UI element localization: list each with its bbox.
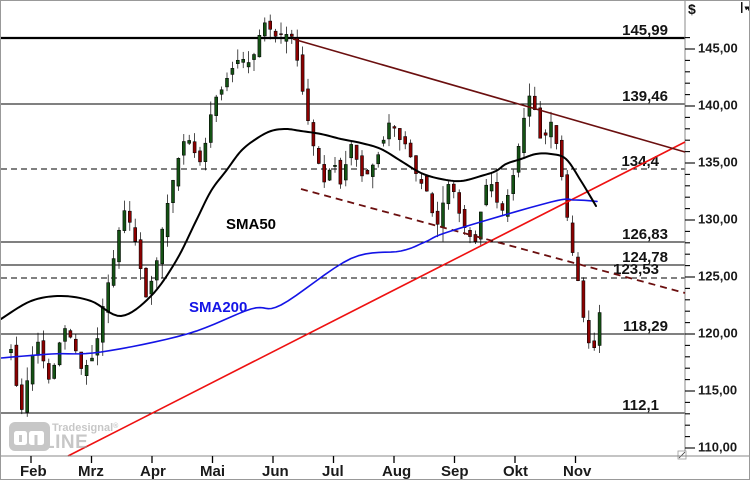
svg-text:SMA200: SMA200	[189, 299, 247, 316]
svg-text:126,83: 126,83	[622, 226, 668, 243]
svg-text:Mai: Mai	[200, 463, 225, 480]
svg-text:135,00: 135,00	[698, 155, 738, 170]
svg-text:110,00: 110,00	[698, 440, 737, 455]
svg-text:130,00: 130,00	[698, 212, 738, 227]
svg-text:Jun: Jun	[262, 463, 289, 480]
svg-text:145,00: 145,00	[698, 41, 738, 56]
svg-text:Sep: Sep	[441, 463, 469, 480]
svg-text:$: $	[688, 1, 696, 17]
svg-text:SMA50: SMA50	[226, 216, 276, 233]
svg-text:Nov: Nov	[563, 463, 592, 480]
svg-text:139,46: 139,46	[622, 88, 668, 105]
svg-text:118,29: 118,29	[623, 318, 668, 335]
svg-text:Aug: Aug	[382, 463, 411, 480]
svg-text:Okt: Okt	[503, 463, 528, 480]
svg-text:LINE: LINE	[43, 432, 88, 453]
svg-text:Apr: Apr	[140, 463, 166, 480]
svg-text:Mrz: Mrz	[78, 463, 104, 480]
svg-text:140,00: 140,00	[698, 98, 738, 113]
svg-text:120,00: 120,00	[698, 326, 738, 341]
svg-text:134,4: 134,4	[621, 153, 659, 170]
svg-text:115,00: 115,00	[698, 383, 737, 398]
svg-text:Feb: Feb	[20, 463, 47, 480]
svg-text:112,1: 112,1	[622, 397, 659, 414]
svg-text:Jul: Jul	[322, 463, 344, 480]
svg-text:125,00: 125,00	[698, 269, 738, 284]
svg-text:145,99: 145,99	[622, 22, 668, 39]
